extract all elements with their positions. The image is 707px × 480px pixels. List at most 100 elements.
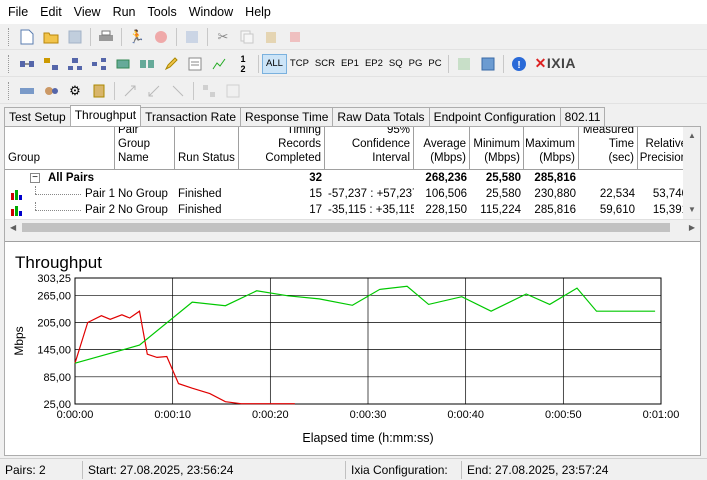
open-folder-icon[interactable] xyxy=(41,27,61,47)
new-file-icon[interactable] xyxy=(17,27,37,47)
filter-scr-button[interactable]: SCR xyxy=(314,58,335,69)
y-tick-label: 145,00 xyxy=(37,345,71,357)
pair-bar-chart-icon xyxy=(11,205,22,216)
tab-transaction-rate[interactable]: Transaction Rate xyxy=(140,107,242,126)
menu-help[interactable]: Help xyxy=(245,5,271,19)
y-tick-label: 25,00 xyxy=(43,399,71,411)
scroll-left-icon[interactable]: ◀ xyxy=(10,223,17,232)
filter-ep1-button[interactable]: EP1 xyxy=(340,58,359,69)
delete-icon[interactable] xyxy=(285,27,305,47)
y-tick-label: 205,00 xyxy=(37,317,71,329)
pair-bar-chart-icon xyxy=(11,189,22,200)
endpoint-pair-icon[interactable] xyxy=(137,54,157,74)
clipboard-icon[interactable] xyxy=(89,81,109,101)
export-icon[interactable] xyxy=(454,54,474,74)
shrink-icon[interactable] xyxy=(144,81,164,101)
table-row[interactable]: Pair 1 No Group Finished 15 -57,237 : +5… xyxy=(5,186,691,202)
grid-vertical-scrollbar[interactable]: ▲ ▼ xyxy=(683,127,700,219)
chart-title: Throughput xyxy=(15,253,102,272)
pane-splitter[interactable] xyxy=(5,235,700,241)
run-icon[interactable]: 🏃 xyxy=(128,28,146,44)
save-icon[interactable] xyxy=(65,27,85,47)
tab-raw-data-totals[interactable]: Raw Data Totals xyxy=(332,107,430,126)
header-run-status[interactable]: Run Status xyxy=(175,127,239,170)
tab-throughput[interactable]: Throughput xyxy=(69,105,142,126)
graph-icon[interactable] xyxy=(209,54,229,74)
ungroup-icon[interactable] xyxy=(223,81,243,101)
scroll-right-icon[interactable]: ▶ xyxy=(688,223,695,232)
hardware-icon[interactable] xyxy=(41,81,61,101)
toolbar-main: 🏃 ✂ xyxy=(0,24,707,50)
menu-bar: File Edit View Run Tools Window Help xyxy=(0,0,707,24)
toolbar-grip[interactable] xyxy=(8,54,11,73)
toolbar-grip[interactable] xyxy=(8,27,11,46)
menu-view[interactable]: View xyxy=(73,5,101,19)
y-tick-label: 85,00 xyxy=(43,372,71,384)
all-pairs-average: 268,236 xyxy=(425,172,467,184)
grid-horizontal-scrollbar[interactable]: ◀ ▶ xyxy=(5,219,700,235)
tab-response-time[interactable]: Response Time xyxy=(240,107,334,126)
status-bar: Pairs: 2 Start: 27.08.2025, 23:56:24 Ixi… xyxy=(0,458,707,480)
menu-run[interactable]: Run xyxy=(112,5,136,19)
refresh-icon[interactable] xyxy=(182,27,202,47)
filter-ep2-button[interactable]: EP2 xyxy=(364,58,383,69)
header-pair-group-name[interactable]: Pair Group Name xyxy=(115,127,175,170)
tab-endpoint-configuration[interactable]: Endpoint Configuration xyxy=(428,107,561,126)
status-end: End: 27.08.2025, 23:57:24 xyxy=(467,462,609,477)
topology-icon[interactable] xyxy=(89,54,109,74)
menu-file[interactable]: File xyxy=(8,5,29,19)
cut-icon[interactable]: ✂ xyxy=(217,28,229,44)
filter-pc-button[interactable]: PC xyxy=(428,58,442,69)
collapse-icon[interactable] xyxy=(168,81,188,101)
x-tick-label: 0:00:50 xyxy=(545,409,582,421)
menu-window[interactable]: Window xyxy=(188,5,234,19)
copy-icon[interactable] xyxy=(237,27,257,47)
x-tick-label: 0:00:40 xyxy=(447,409,484,421)
add-multicast-icon[interactable] xyxy=(41,54,61,74)
header-group[interactable]: Group xyxy=(5,127,115,170)
all-pairs-minimum: 25,580 xyxy=(485,172,521,184)
paste-icon[interactable] xyxy=(261,27,281,47)
x-tick-label: 0:00:20 xyxy=(252,409,289,421)
menu-tools[interactable]: Tools xyxy=(147,5,177,19)
endpoint-icon[interactable] xyxy=(113,54,133,74)
scroll-thumb[interactable] xyxy=(22,223,670,232)
header-confidence-interval[interactable]: 95% Confidence Interval xyxy=(325,127,414,170)
table-row-all-pairs[interactable]: − All Pairs 32 268,236 25,580 285,816 xyxy=(5,170,579,186)
filter-sq-button[interactable]: SQ xyxy=(388,58,403,69)
series-line-1 xyxy=(74,310,295,405)
filter-tcp-button[interactable]: TCP xyxy=(289,58,309,69)
print-icon[interactable] xyxy=(96,27,116,47)
expand-icon[interactable] xyxy=(120,81,140,101)
all-pairs-records: 32 xyxy=(309,172,322,184)
filter-pg-button[interactable]: PG xyxy=(408,58,423,69)
stop-icon[interactable] xyxy=(151,27,171,47)
toolbar-grip[interactable] xyxy=(8,81,11,100)
add-pair-icon[interactable] xyxy=(17,54,37,74)
script-icon[interactable] xyxy=(185,54,205,74)
header-average[interactable]: Average (Mbps) xyxy=(414,127,470,170)
collapse-toggle-icon[interactable]: − xyxy=(30,173,40,183)
edit-icon[interactable] xyxy=(161,54,181,74)
menu-edit[interactable]: Edit xyxy=(40,5,62,19)
x-tick-label: 0:00:10 xyxy=(154,409,191,421)
table-row[interactable]: Pair 2 No Group Finished 17 -35,115 : +3… xyxy=(5,202,691,218)
filter-all-button[interactable]: ALL xyxy=(262,53,287,74)
tools-icon[interactable]: ⚙ xyxy=(69,82,81,98)
scroll-up-icon[interactable]: ▲ xyxy=(688,131,696,140)
header-maximum[interactable]: Maximum (Mbps) xyxy=(524,127,579,170)
y-tick-label: 265,00 xyxy=(37,290,71,302)
y-tick-label: 303,25 xyxy=(37,273,71,285)
tab-802-11[interactable]: 802.11 xyxy=(559,107,606,126)
info-icon[interactable]: ! xyxy=(509,54,529,74)
header-timing-records[interactable]: Timing Records Completed xyxy=(239,127,325,170)
pair-settings-icon[interactable] xyxy=(17,81,37,101)
group-icon[interactable] xyxy=(199,81,219,101)
save-results-icon[interactable] xyxy=(478,54,498,74)
header-minimum[interactable]: Minimum (Mbps) xyxy=(470,127,524,170)
tab-test-setup[interactable]: Test Setup xyxy=(4,107,71,126)
scroll-down-icon[interactable]: ▼ xyxy=(688,205,696,214)
header-measured-time[interactable]: Measured Time (sec) xyxy=(579,127,638,170)
network-icon[interactable] xyxy=(65,54,85,74)
